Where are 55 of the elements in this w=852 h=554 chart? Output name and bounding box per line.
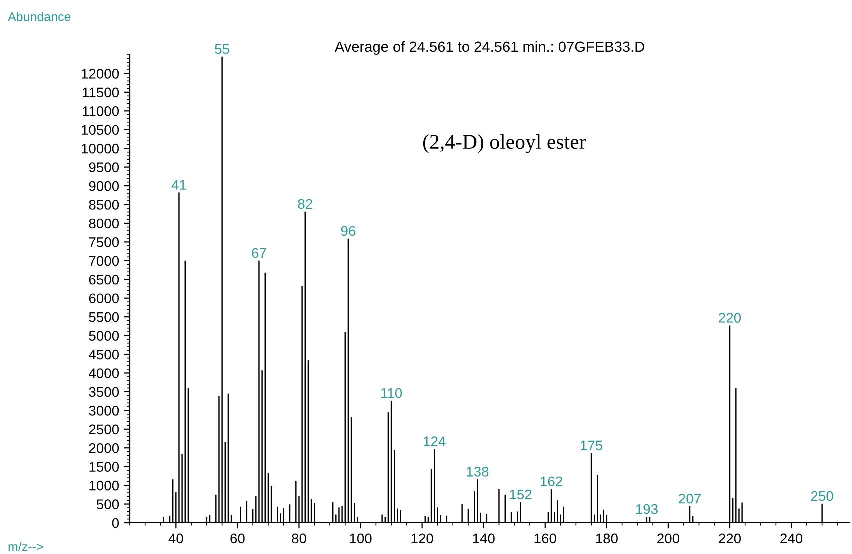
y-tick-label: 2500 [89,424,120,435]
x-tick-label: 180 [596,534,618,544]
annotation: 67 [252,248,266,258]
y-tick-label: 0 [112,518,120,528]
annotation: 162 [541,476,562,487]
x-tick-label: 80 [292,534,306,544]
annotation: 207 [679,494,701,504]
y-tick-label: 6000 [89,294,120,304]
y-tick-label: 12000 [82,69,120,79]
y-tick-label: 4000 [89,368,120,378]
y-tick-label: 500 [96,500,120,510]
y-tick-label: 8000 [89,218,120,229]
annotation: (2,4-D) oleoyl ester [423,134,586,154]
y-tick-label: 9000 [89,181,120,192]
annotation: 110 [382,388,402,398]
y-tick-label: 8500 [89,200,120,210]
annotation: 55 [215,44,230,54]
x-tick-label: 160 [534,534,556,544]
y-tick-label: 2000 [89,443,120,454]
y-tick-label: 11000 [83,106,120,116]
annotation: 175 [581,440,603,451]
x-tick-label: 140 [473,534,495,544]
x-tick-label: 120 [412,534,434,544]
y-tick-label: 11500 [83,88,120,98]
annotation: 220 [719,313,742,323]
chart-title: Average of 24.561 to 24.561 min.: 07GFEB33.D [334,41,644,55]
y-tick-label: 6500 [89,274,120,285]
x-tick-label: 200 [658,534,680,544]
annotation: 124 [424,436,446,446]
y-tick-label: 7000 [89,256,120,266]
y-tick-label: 4500 [89,350,120,360]
x-tick-label: 100 [350,534,372,544]
y-tick-label: 1000 [90,480,120,491]
annotation: 41 [172,180,186,190]
annotation: 138 [467,466,489,477]
y-tick-label: 9500 [89,162,120,172]
x-tick-label: 40 [168,534,184,544]
y-tick-label: 7500 [89,238,120,248]
annotation: 96 [341,226,356,236]
annotation: 193 [636,504,658,514]
y-tick-label: 10000 [82,144,120,154]
annotation: 152 [510,490,532,500]
y-tick-label: 5000 [89,331,120,341]
y-axis-title: Abundance [8,12,71,22]
x-tick-label: 220 [719,534,742,544]
y-tick-label: 1500 [90,462,120,472]
y-tick-label: 3500 [89,387,120,398]
y-tick-label: 10500 [82,125,120,136]
x-tick-label: 240 [780,534,803,544]
x-axis-title: m/z--> [8,542,44,552]
y-tick-label: 5500 [89,312,120,322]
annotation: 82 [298,199,312,210]
annotation: 250 [811,491,834,502]
x-tick-label: 60 [230,534,245,544]
y-tick-label: 3000 [89,406,120,416]
